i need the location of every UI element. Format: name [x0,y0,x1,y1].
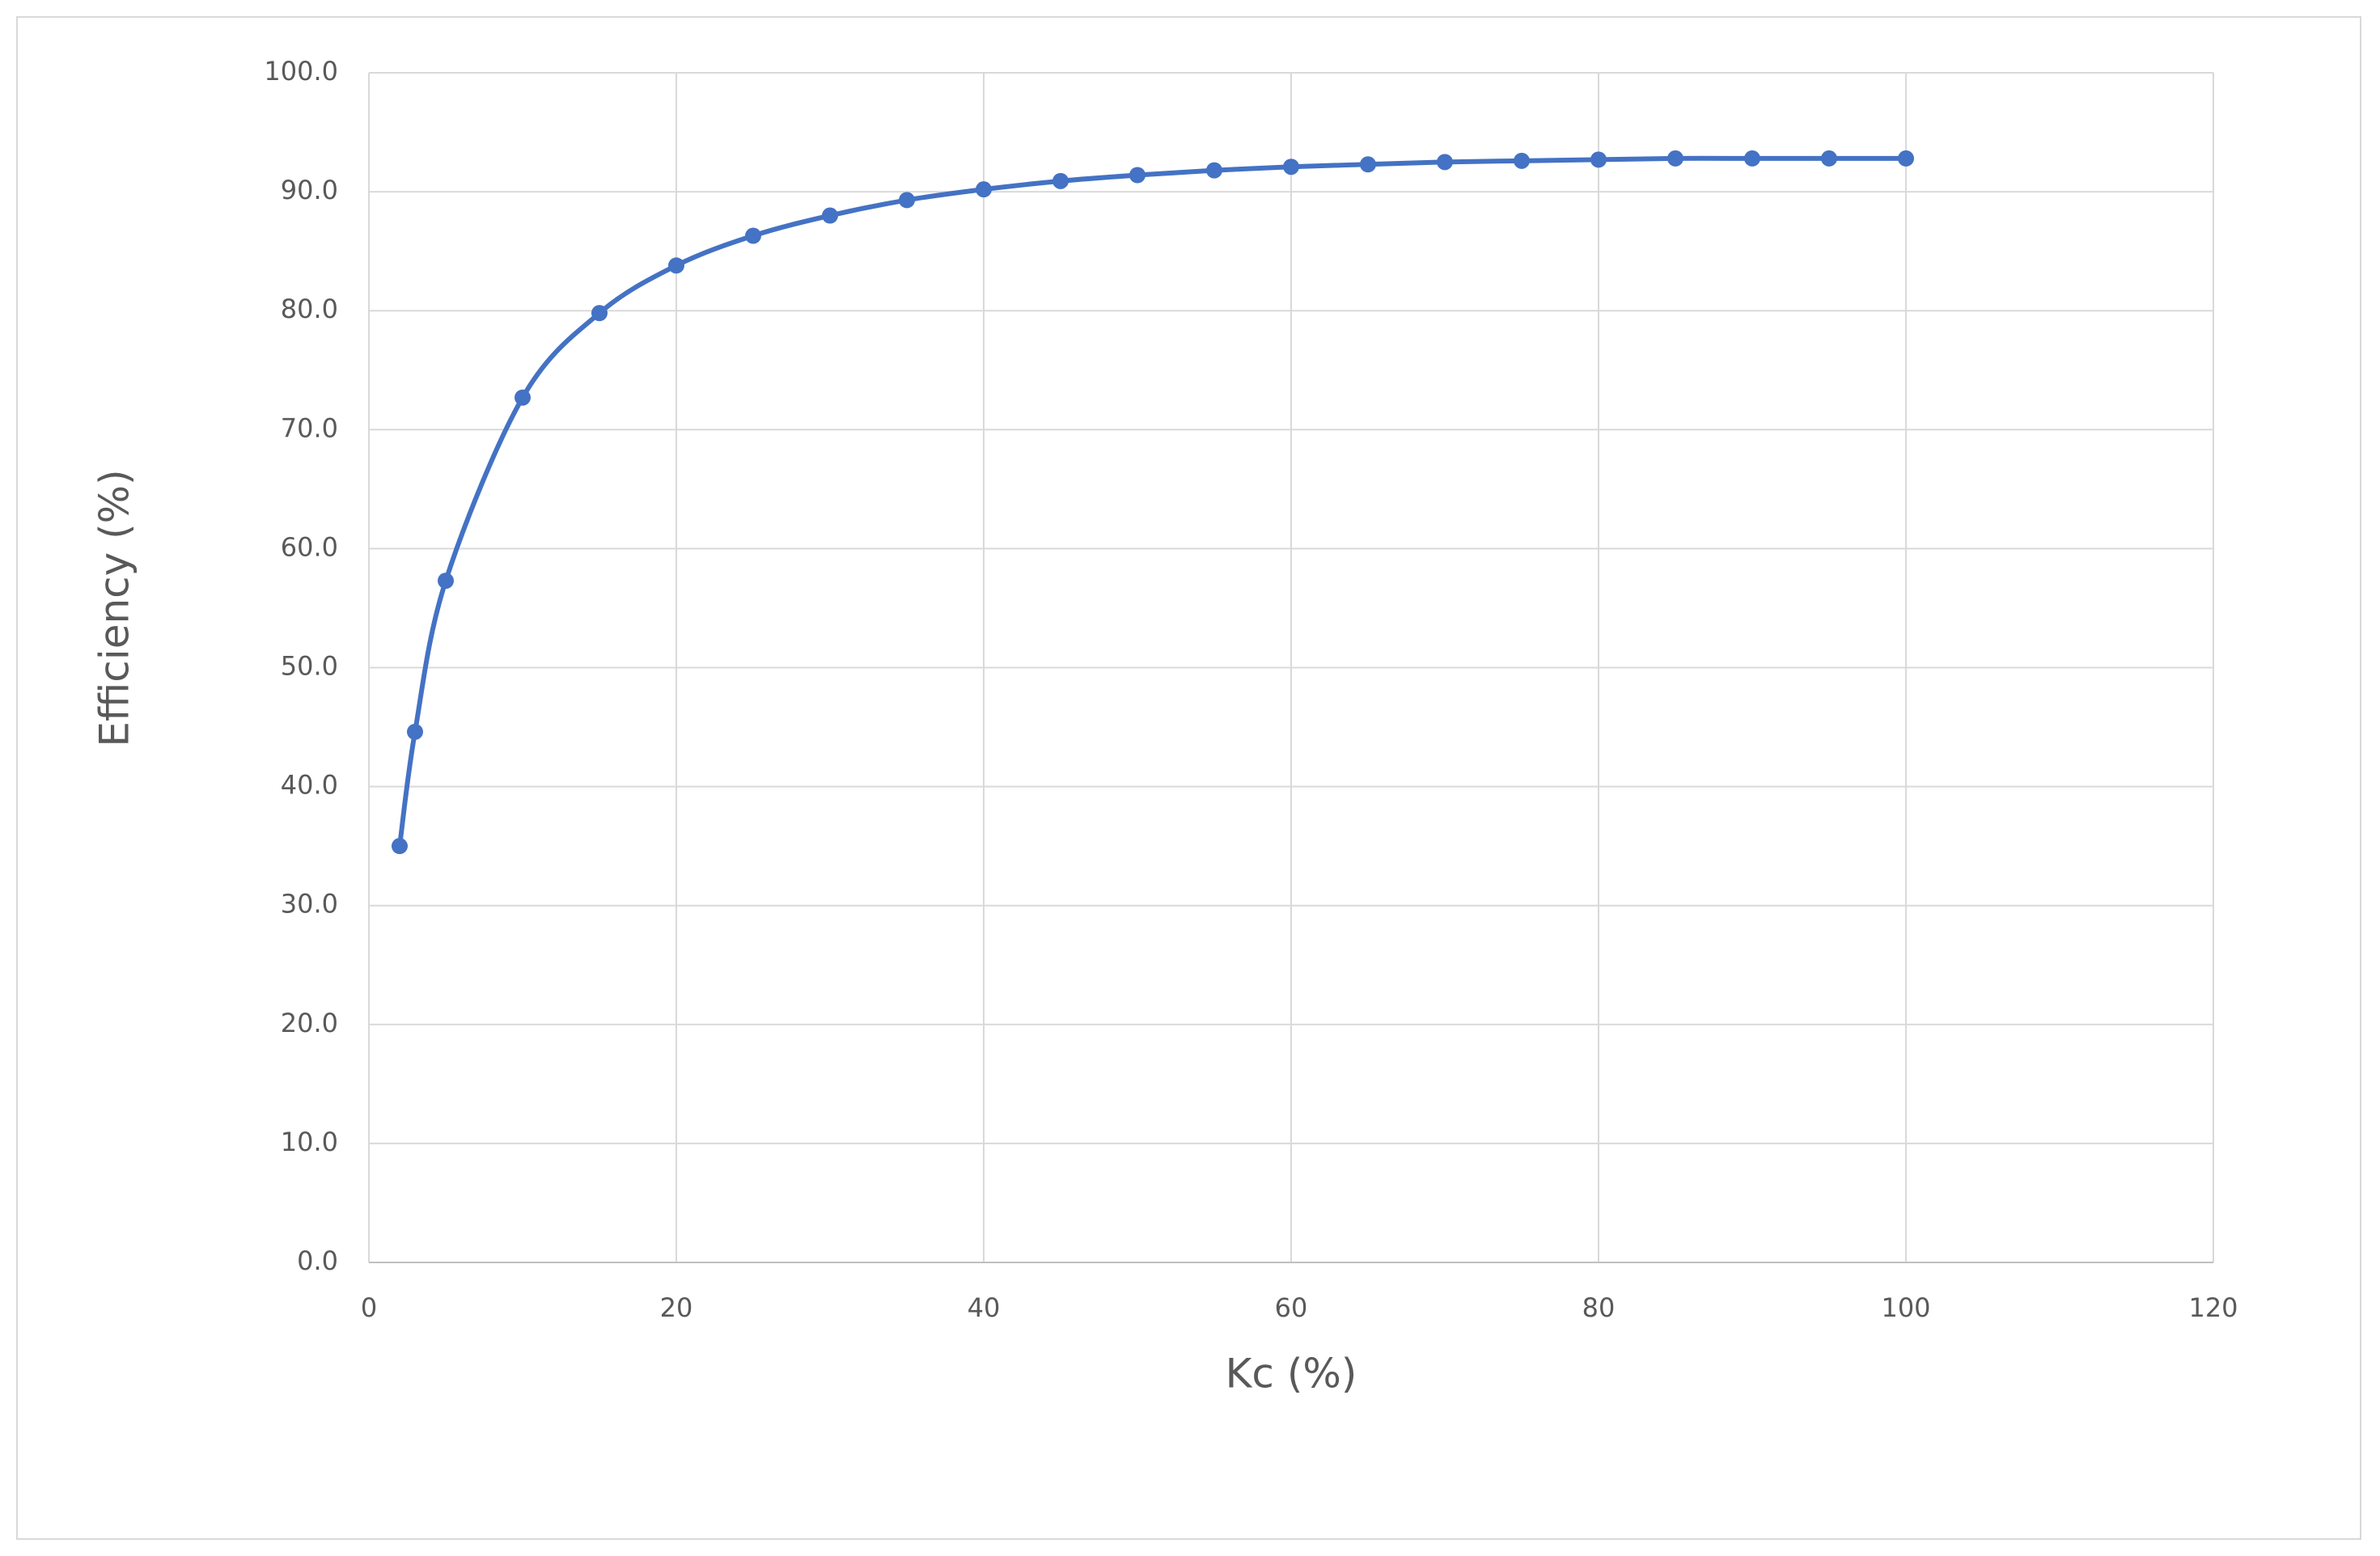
x-axis-title: Kc (%) [1226,1351,1357,1397]
y-tick-label: 40.0 [281,770,338,801]
data-point [1283,159,1299,175]
data-point [407,723,423,740]
data-point [1898,150,1914,167]
data-point [1514,152,1530,169]
y-tick-label: 80.0 [281,294,338,324]
data-point [1744,150,1760,167]
data-point [591,305,608,322]
y-tick-label: 50.0 [281,651,338,682]
data-point [822,207,838,224]
data-point [515,389,531,406]
x-tick-label: 20 [660,1292,693,1323]
y-tick-label: 70.0 [281,412,338,443]
data-point [745,227,761,244]
y-tick-label: 0.0 [297,1245,338,1276]
data-point [1052,172,1069,189]
data-point [1821,150,1837,167]
y-tick-label: 60.0 [281,531,338,562]
data-point [1667,150,1683,167]
y-tick-label: 20.0 [281,1008,338,1038]
x-tick-label: 120 [2188,1292,2238,1323]
x-tick-label: 40 [968,1292,1001,1323]
x-tick-label: 0 [361,1292,377,1323]
data-point [438,573,454,590]
data-point [1437,154,1453,171]
x-tick-label: 100 [1881,1292,1930,1323]
x-tick-label: 80 [1582,1292,1616,1323]
y-axis-title: Efficiency (%) [91,469,138,746]
y-tick-label: 100.0 [264,56,338,87]
y-tick-label: 10.0 [281,1127,338,1157]
y-tick-label: 30.0 [281,889,338,920]
x-tick-label: 60 [1275,1292,1308,1323]
data-point [1360,156,1376,173]
data-point [976,181,992,198]
data-point [668,257,684,274]
data-point [1129,167,1146,184]
y-tick-label: 90.0 [281,175,338,205]
data-point [899,192,915,209]
data-point [1206,162,1222,179]
data-point [1590,151,1607,168]
data-point [392,838,408,855]
